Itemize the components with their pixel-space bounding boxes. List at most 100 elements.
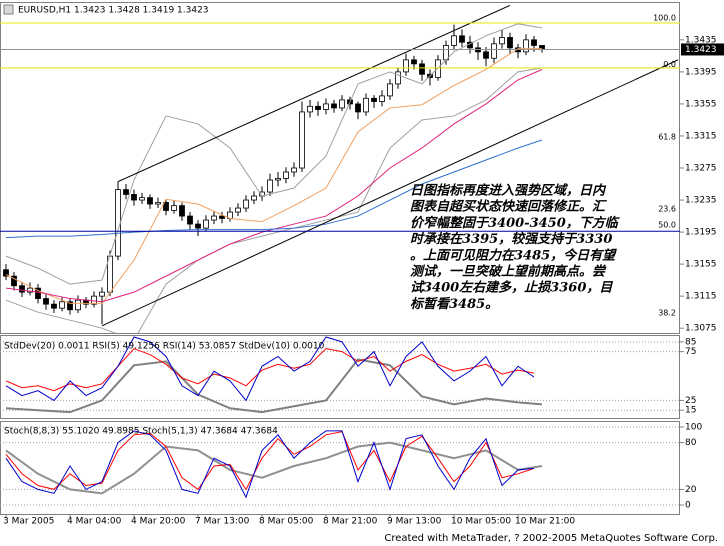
x-tick-label: 7 Mar 13:00 bbox=[195, 517, 250, 527]
candle-body bbox=[43, 298, 49, 305]
candle-body bbox=[371, 97, 377, 102]
annotation-line: 价窄幅整固于3400-3450，下方临 bbox=[410, 215, 621, 231]
candle-body bbox=[275, 178, 281, 181]
candle-body bbox=[435, 59, 441, 78]
stoch-plot bbox=[0, 426, 680, 506]
x-tick-label: 10 Mar 21:00 bbox=[515, 517, 575, 527]
rsi-panel-frame bbox=[0, 335, 680, 419]
candle-body bbox=[251, 195, 257, 201]
candle-body bbox=[59, 301, 65, 309]
candle-body bbox=[387, 83, 393, 97]
x-tick-label: 9 Mar 13:00 bbox=[387, 517, 442, 527]
rsi-plot bbox=[0, 336, 680, 414]
y-tick-label: 1.3075 bbox=[685, 324, 717, 334]
fib-label: 0.0 bbox=[663, 60, 676, 69]
candle-body bbox=[459, 35, 465, 43]
candle-body bbox=[499, 37, 505, 45]
trend-line bbox=[117, 4, 511, 183]
candle-body bbox=[419, 63, 425, 75]
x-tick-label: 4 Mar 20:00 bbox=[131, 517, 186, 527]
annotation-line: 图表自超买状态快速回落修正。汇 bbox=[410, 199, 608, 215]
x-tick-label: 8 Mar 21:00 bbox=[323, 517, 378, 527]
candle-body bbox=[307, 105, 313, 113]
oscillator-line bbox=[5, 348, 535, 392]
candle-body bbox=[131, 194, 137, 201]
axes: 1.3435 1.3395 1.3355 1.3315 1.3275 1.3235 1.31… bbox=[3, 35, 724, 527]
candle-body bbox=[507, 37, 513, 49]
chart-title: EURUSD,H1 1.3423 1.3428 1.3419 1.3423 bbox=[18, 6, 209, 16]
candle-body bbox=[19, 285, 25, 293]
candle-body bbox=[403, 59, 409, 73]
candle-body bbox=[491, 43, 497, 59]
candle-body bbox=[283, 171, 289, 179]
annotation-line: 试3400左右建多，止损3360，目 bbox=[410, 280, 613, 296]
candle-body bbox=[163, 202, 169, 211]
candle-body bbox=[187, 215, 193, 225]
y-tick-label: 1.3315 bbox=[685, 131, 717, 141]
candle-body bbox=[363, 97, 369, 113]
oscillator-line bbox=[5, 431, 535, 491]
y-tick-label: 100 bbox=[685, 422, 702, 432]
fib-label: 50.0 bbox=[658, 220, 676, 229]
trend-line bbox=[101, 59, 679, 327]
candle-body bbox=[91, 295, 97, 305]
candle-body bbox=[195, 223, 201, 229]
candle-body bbox=[139, 197, 145, 201]
candle-body bbox=[323, 103, 329, 110]
oscillator-line bbox=[5, 336, 535, 402]
candle-body bbox=[451, 35, 457, 46]
candle-body bbox=[299, 111, 305, 169]
y-tick-label: 1.3195 bbox=[685, 228, 717, 238]
candle-body bbox=[27, 287, 33, 293]
candle-body bbox=[531, 39, 537, 46]
candle-body bbox=[155, 202, 161, 205]
candle-body bbox=[75, 299, 81, 311]
annotation-line: 测试，一旦突破上望前期高点。尝 bbox=[410, 264, 607, 280]
y-tick-label: 75 bbox=[685, 347, 696, 357]
annotation-line: 。上面可见阻力在3485，今日有望 bbox=[410, 247, 617, 263]
candle-body bbox=[523, 39, 529, 53]
oscillator-line bbox=[5, 358, 543, 414]
candle-body bbox=[3, 269, 9, 277]
candle-body bbox=[331, 103, 337, 109]
x-tick-label: 3 Mar 2005 bbox=[3, 517, 54, 527]
candle-body bbox=[267, 179, 273, 193]
candle-body bbox=[411, 59, 417, 65]
main-panel-frame bbox=[0, 2, 680, 334]
x-tick-label: 10 Mar 05:00 bbox=[451, 517, 511, 527]
y-tick-label: 25 bbox=[685, 396, 696, 406]
indicator-line bbox=[5, 48, 542, 304]
window-icon bbox=[3, 4, 14, 15]
candle-body bbox=[483, 51, 489, 59]
fib-label: 38.2 bbox=[658, 308, 676, 317]
candle-body bbox=[315, 105, 321, 110]
y-tick-label: 1.3235 bbox=[685, 196, 717, 206]
main-plot: 100.0 0.0 61.8 23.6 50.0 38.2 bbox=[0, 4, 680, 333]
annotation-line: 标暂看3485。 bbox=[410, 296, 498, 312]
candle-body bbox=[99, 291, 105, 297]
candle-body bbox=[123, 189, 129, 195]
candle-body bbox=[395, 71, 401, 85]
price-box-label: 1.3423 bbox=[685, 45, 717, 55]
annotation-line: 时承接在3395，较强支持于3330 bbox=[410, 231, 612, 247]
y-tick-label: 1.3435 bbox=[685, 35, 717, 45]
indicator-line bbox=[5, 67, 543, 333]
candle-body bbox=[235, 207, 241, 213]
candle-body bbox=[379, 95, 385, 102]
y-tick-label: 1.3395 bbox=[685, 67, 717, 77]
candle-body bbox=[179, 205, 185, 217]
y-tick-label: 85 bbox=[685, 337, 696, 347]
y-tick-label: 1.3115 bbox=[685, 292, 717, 302]
candle-body bbox=[67, 301, 73, 311]
candle-body bbox=[171, 205, 177, 211]
stoch-panel-frame bbox=[0, 421, 680, 515]
candle-body bbox=[291, 167, 297, 173]
indicator-line bbox=[5, 69, 543, 303]
candle-body bbox=[243, 199, 249, 209]
x-tick-label: 4 Mar 04:00 bbox=[67, 517, 122, 527]
candle-body bbox=[147, 197, 153, 205]
candle-body bbox=[339, 99, 345, 109]
price-box bbox=[681, 43, 724, 56]
